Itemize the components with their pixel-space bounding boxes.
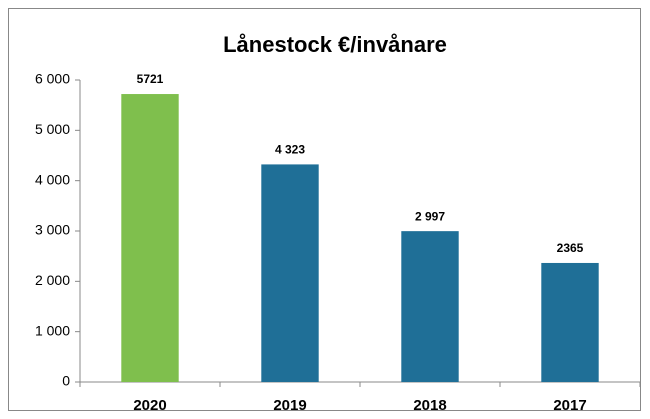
y-tick-label: 4 000 bbox=[35, 171, 70, 187]
value-label: 5721 bbox=[137, 72, 164, 86]
y-tick-label: 2 000 bbox=[35, 272, 70, 288]
chart-frame bbox=[8, 8, 641, 411]
y-tick-label: 0 bbox=[62, 373, 70, 389]
value-label: 2 997 bbox=[415, 209, 445, 223]
x-tick-label: 2018 bbox=[413, 397, 446, 414]
value-label: 4 323 bbox=[275, 143, 305, 157]
x-tick-label: 2019 bbox=[273, 397, 306, 414]
y-tick-label: 1 000 bbox=[35, 322, 70, 338]
bar bbox=[541, 262, 599, 382]
chart-title: Lånestock €/invånare bbox=[223, 32, 447, 57]
bar bbox=[401, 231, 459, 382]
bar bbox=[261, 164, 319, 382]
y-tick-label: 5 000 bbox=[35, 121, 70, 137]
bar bbox=[121, 94, 179, 382]
x-tick-label: 2017 bbox=[553, 397, 586, 414]
value-label: 2365 bbox=[557, 241, 584, 255]
y-tick-label: 3 000 bbox=[35, 222, 70, 238]
x-tick-label: 2020 bbox=[133, 397, 166, 414]
y-tick-label: 6 000 bbox=[35, 71, 70, 87]
